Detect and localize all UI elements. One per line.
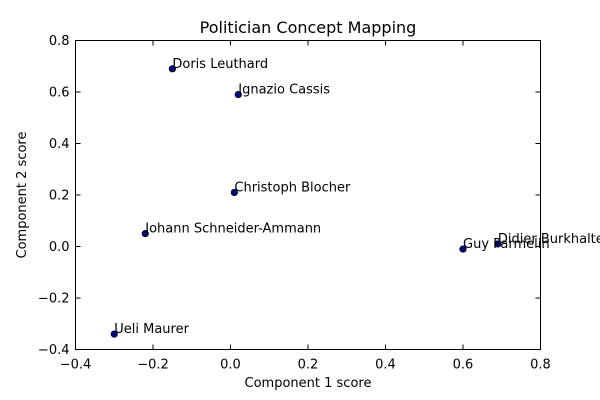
point-label: Didier Burkhalter [498,232,600,247]
point-label: Johann Schneider-Ammann [144,222,321,237]
point-label: Doris Leuthard [172,57,268,72]
y-tick-label: 0.6 [49,86,70,101]
point-label: Ueli Maurer [114,322,189,337]
y-tick-label: 0.4 [49,137,70,152]
x-tick-label: 0.2 [298,358,319,373]
x-tick-label: 0.4 [375,358,396,373]
y-tick-label: 0.0 [49,240,70,255]
y-tick-label: 0.8 [49,34,70,49]
scatter-point [141,230,149,238]
x-tick-label: 0.0 [220,358,241,373]
scatter-point [168,65,176,73]
scatter-point [230,188,238,197]
x-tick-label: 0.8 [530,358,551,373]
scatter-point [110,330,118,338]
point-label: Ignazio Cassis [238,83,330,98]
x-axis-label: Component 1 score [245,376,372,391]
y-axis-label: Component 2 score [15,132,30,259]
x-tick-label: 0.6 [453,358,474,373]
scatter-point [234,90,242,99]
y-tick-label: 0.2 [49,189,70,204]
y-tick-label: −0.4 [38,343,70,358]
axis-ticks: −0.4 −0.2 0.0 0.2 0.4 0.6 0.8 −0.4 −0.2 0.0 0.2 0.4… [38,34,551,373]
scatter-point [494,240,502,248]
x-tick-label: −0.2 [137,358,169,373]
plot-frame [75,40,541,350]
scatter-point [459,245,467,253]
chart-title: Politician Concept Mapping [200,18,417,37]
y-tick-label: −0.2 [38,292,70,307]
point-label: Guy Parmelin [463,237,550,252]
scatter-points: Doris Leuthard Ignazio Cassis Christoph Bl… [110,57,600,338]
point-label: Christoph Blocher [234,180,351,195]
x-tick-label: −0.4 [60,358,92,373]
